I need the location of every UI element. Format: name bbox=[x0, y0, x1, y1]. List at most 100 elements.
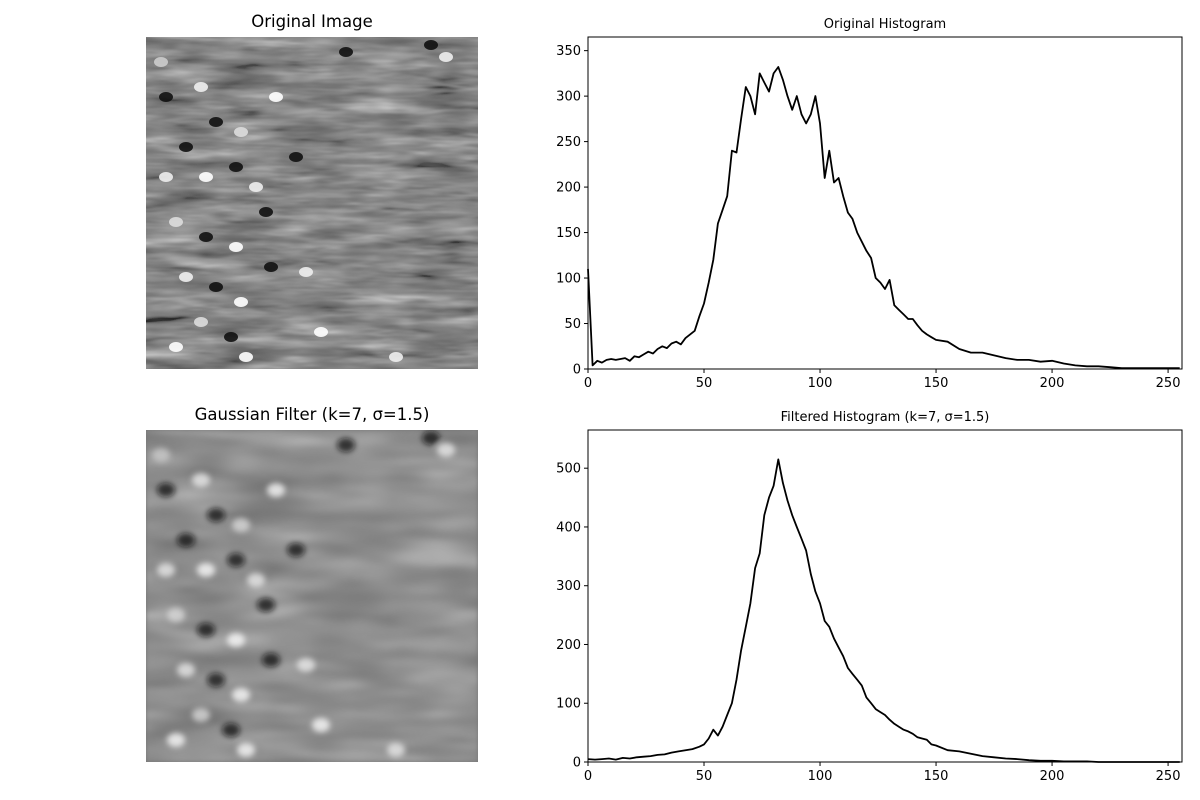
image-feature-28 bbox=[237, 743, 255, 757]
image-feature-26 bbox=[437, 443, 455, 457]
image-feature-2 bbox=[209, 117, 223, 127]
y-tick-label: 200 bbox=[556, 181, 581, 196]
x-tick-label: 250 bbox=[1156, 769, 1181, 784]
y-tick-label: 250 bbox=[556, 135, 581, 150]
image-feature-1 bbox=[192, 473, 210, 487]
original-image-title: Original Image bbox=[251, 12, 373, 31]
y-tick-label: 0 bbox=[573, 363, 581, 378]
y-tick-label: 50 bbox=[564, 317, 581, 332]
x-tick-label: 100 bbox=[808, 769, 833, 784]
y-tick-label: 200 bbox=[556, 638, 581, 653]
image-feature-17 bbox=[224, 332, 238, 342]
image-feature-25 bbox=[422, 431, 440, 445]
image-feature-12 bbox=[229, 242, 243, 252]
x-tick-label: 200 bbox=[1040, 376, 1065, 391]
image-feature-14 bbox=[209, 282, 223, 292]
axes-frame bbox=[587, 429, 1183, 763]
image-feature-24 bbox=[337, 438, 355, 452]
axes-frame bbox=[587, 36, 1183, 370]
image-feature-11 bbox=[197, 623, 215, 637]
image-feature-5 bbox=[157, 563, 175, 577]
original-image-raster bbox=[146, 37, 478, 369]
x-tick-label: 200 bbox=[1040, 769, 1065, 784]
image-feature-6 bbox=[199, 172, 213, 182]
image-feature-15 bbox=[234, 297, 248, 307]
image-feature-24 bbox=[339, 47, 353, 57]
image-feature-0 bbox=[157, 483, 175, 497]
image-feature-19 bbox=[299, 267, 313, 277]
image-feature-3 bbox=[232, 518, 250, 532]
image-feature-26 bbox=[439, 52, 453, 62]
x-tick-label: 150 bbox=[924, 769, 949, 784]
image-feature-1 bbox=[194, 82, 208, 92]
filtered-histogram-chart: Filtered Histogram (k=7, σ=1.5) 0 50 100 150… bbox=[556, 410, 1183, 784]
image-feature-8 bbox=[249, 182, 263, 192]
x-tick-label: 100 bbox=[808, 376, 833, 391]
filtered-image-raster bbox=[146, 430, 478, 762]
y-tick-label: 100 bbox=[556, 697, 581, 712]
x-tick-label: 0 bbox=[584, 376, 592, 391]
image-feature-5 bbox=[159, 172, 173, 182]
image-feature-27 bbox=[389, 352, 403, 362]
image-feature-22 bbox=[287, 543, 305, 557]
image-feature-12 bbox=[227, 633, 245, 647]
image-feature-14 bbox=[207, 673, 225, 687]
y-tick-label: 300 bbox=[556, 90, 581, 105]
image-feature-10 bbox=[167, 608, 185, 622]
image-feature-10 bbox=[169, 217, 183, 227]
image-feature-18 bbox=[169, 342, 183, 352]
y-tick-label: 100 bbox=[556, 272, 581, 287]
filtered-image-title: Gaussian Filter (k=7, σ=1.5) bbox=[194, 405, 430, 424]
y-tick-label: 150 bbox=[556, 226, 581, 241]
image-feature-7 bbox=[229, 162, 243, 172]
image-feature-13 bbox=[177, 663, 195, 677]
image-feature-3 bbox=[234, 127, 248, 137]
image-feature-22 bbox=[289, 152, 303, 162]
image-feature-11 bbox=[199, 232, 213, 242]
original-histogram-chart: Original Histogram 0 50 100 150 200 250 0 50 100 1… bbox=[556, 17, 1183, 391]
image-feature-2 bbox=[207, 508, 225, 522]
filtered-image bbox=[146, 430, 478, 762]
histogram-series-line bbox=[587, 66, 1180, 369]
x-tick-label: 50 bbox=[696, 376, 713, 391]
image-feature-4 bbox=[179, 142, 193, 152]
chart-title: Original Histogram bbox=[824, 17, 946, 32]
image-feature-20 bbox=[312, 718, 330, 732]
image-feature-29 bbox=[152, 448, 170, 462]
image-feature-16 bbox=[194, 317, 208, 327]
image-feature-21 bbox=[269, 92, 283, 102]
image-feature-16 bbox=[192, 708, 210, 722]
y-tick-label: 300 bbox=[556, 579, 581, 594]
image-feature-6 bbox=[197, 563, 215, 577]
x-tick-label: 50 bbox=[696, 769, 713, 784]
x-tick-label: 0 bbox=[584, 769, 592, 784]
chart-title: Filtered Histogram (k=7, σ=1.5) bbox=[781, 410, 990, 425]
image-feature-23 bbox=[264, 262, 278, 272]
y-tick-label: 350 bbox=[556, 44, 581, 59]
histogram-series-line bbox=[587, 458, 1180, 763]
image-feature-25 bbox=[424, 40, 438, 50]
image-feature-18 bbox=[167, 733, 185, 747]
image-feature-21 bbox=[267, 483, 285, 497]
image-feature-29 bbox=[154, 57, 168, 67]
image-feature-7 bbox=[227, 553, 245, 567]
x-tick-label: 150 bbox=[924, 376, 949, 391]
image-feature-13 bbox=[179, 272, 193, 282]
image-feature-8 bbox=[247, 573, 265, 587]
y-tick-label: 0 bbox=[573, 756, 581, 771]
y-tick-label: 400 bbox=[556, 520, 581, 535]
image-feature-4 bbox=[177, 533, 195, 547]
y-tick-label: 500 bbox=[556, 462, 581, 477]
image-feature-0 bbox=[159, 92, 173, 102]
image-feature-9 bbox=[257, 598, 275, 612]
original-image bbox=[146, 37, 478, 369]
image-feature-20 bbox=[314, 327, 328, 337]
image-feature-28 bbox=[239, 352, 253, 362]
x-tick-label: 250 bbox=[1156, 376, 1181, 391]
image-feature-23 bbox=[262, 653, 280, 667]
image-feature-17 bbox=[222, 723, 240, 737]
image-feature-9 bbox=[259, 207, 273, 217]
image-feature-27 bbox=[387, 743, 405, 757]
image-feature-15 bbox=[232, 688, 250, 702]
